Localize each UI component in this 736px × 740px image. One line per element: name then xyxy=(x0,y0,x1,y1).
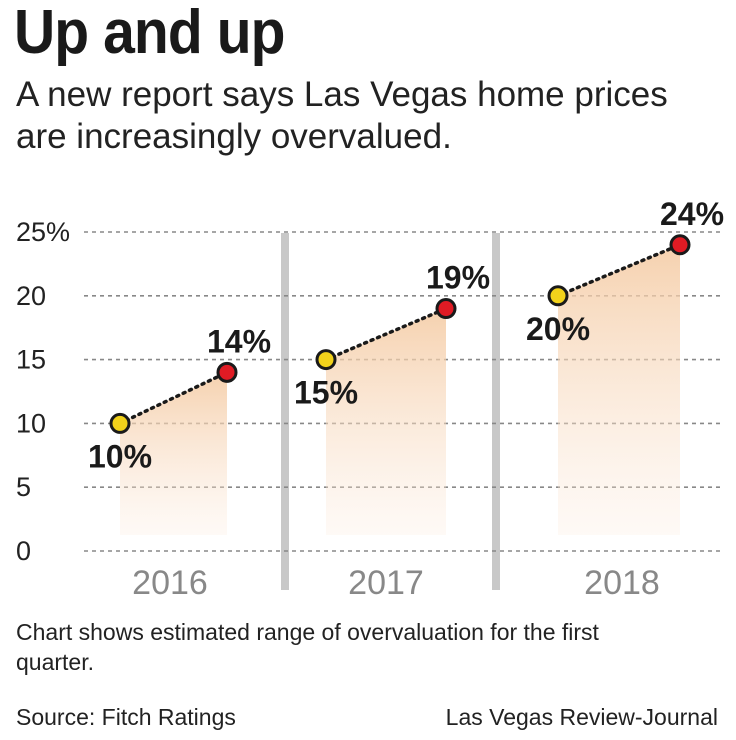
x-category-label: 2016 xyxy=(132,564,208,602)
low-data-label: 10% xyxy=(88,438,152,474)
range-line xyxy=(324,306,448,362)
high-point xyxy=(216,361,238,383)
low-point xyxy=(547,285,569,307)
high-point xyxy=(435,298,457,320)
low-data-label: 20% xyxy=(526,311,590,347)
y-tick-label: 5 xyxy=(16,472,31,502)
x-category-label: 2017 xyxy=(348,564,424,602)
low-point xyxy=(109,412,131,434)
high-data-label: 19% xyxy=(426,260,490,296)
high-point xyxy=(669,234,691,256)
y-tick-label: 0 xyxy=(16,536,31,566)
low-point xyxy=(315,349,337,371)
chart-note: Chart shows estimated range of overvalua… xyxy=(16,619,599,675)
chart-title: Up and up xyxy=(14,0,285,67)
range-area xyxy=(326,308,446,535)
x-category-label: 2018 xyxy=(584,564,660,602)
y-tick-label: 20 xyxy=(16,281,46,311)
low-data-label: 15% xyxy=(294,375,358,411)
source-credit: Source: Fitch Ratings xyxy=(16,704,236,730)
high-data-label: 14% xyxy=(207,323,271,359)
y-tick-label: 10 xyxy=(16,408,46,438)
y-tick-label: 25% xyxy=(16,217,70,247)
range-area xyxy=(558,244,680,535)
range-line xyxy=(556,243,682,298)
range-line xyxy=(118,370,229,426)
chart-subtitle: A new report says Las Vegas home prices … xyxy=(16,75,668,156)
high-data-label: 24% xyxy=(660,196,724,232)
range-area xyxy=(120,372,227,535)
y-tick-label: 15 xyxy=(16,345,46,375)
publisher-credit: Las Vegas Review-Journal xyxy=(445,704,718,730)
